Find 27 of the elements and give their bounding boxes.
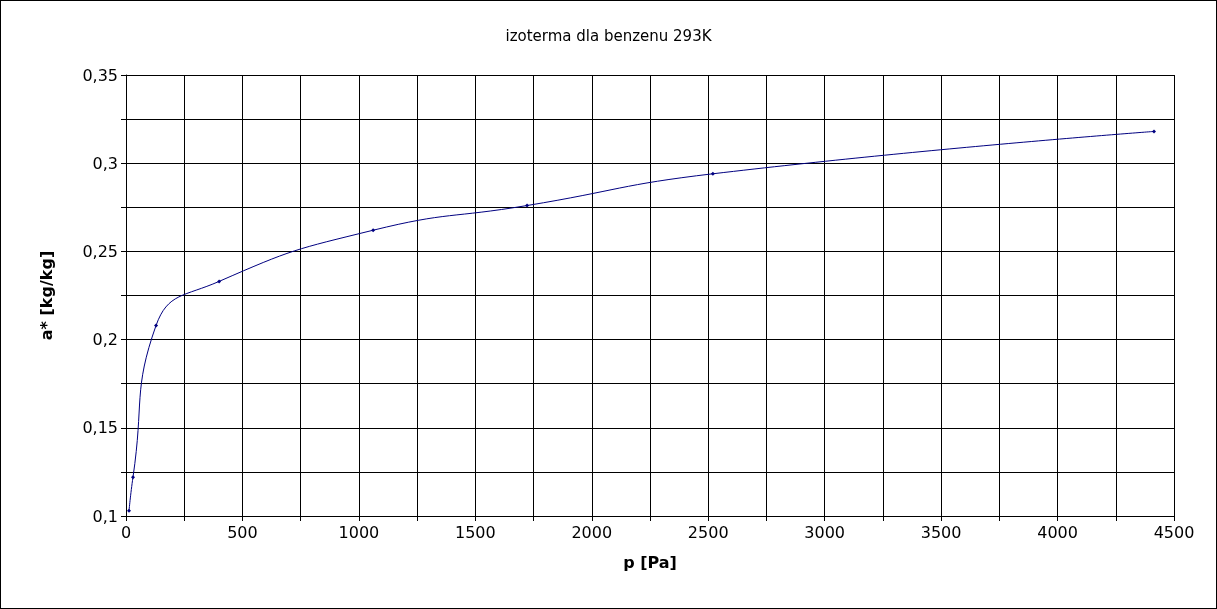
point <box>154 323 159 328</box>
x-tick-label: 1000 <box>338 522 380 542</box>
point <box>217 279 222 284</box>
x-tick-label: 0 <box>120 522 132 542</box>
y-tick-label: 0,15 <box>82 418 118 438</box>
point <box>127 508 132 513</box>
chart-title: izoterma dla benzenu 293K <box>505 26 713 45</box>
x-tick-label: 1500 <box>454 522 496 542</box>
y-tick-label: 0,3 <box>92 153 118 173</box>
y-tick-label: 0,2 <box>92 330 118 350</box>
x-tick-label: 4500 <box>1153 522 1195 542</box>
point <box>1151 129 1156 134</box>
x-tick-label: 3000 <box>804 522 846 542</box>
point <box>130 475 135 480</box>
x-tick-label: 2000 <box>571 522 613 542</box>
x-axis-title: p [Pa] <box>623 552 677 572</box>
y-axis-title: a* [kg/kg] <box>36 250 56 341</box>
x-tick-label: 4000 <box>1037 522 1078 542</box>
point <box>371 228 376 233</box>
y-tick-label: 0,25 <box>82 241 118 261</box>
y-tick-label: 0,35 <box>82 65 118 85</box>
x-tick-label: 2500 <box>687 522 729 542</box>
point <box>525 203 530 208</box>
point <box>710 171 715 176</box>
x-tick-label: 500 <box>227 522 258 542</box>
y-tick-label: 0,1 <box>92 506 118 526</box>
x-tick-label: 3500 <box>920 522 962 542</box>
